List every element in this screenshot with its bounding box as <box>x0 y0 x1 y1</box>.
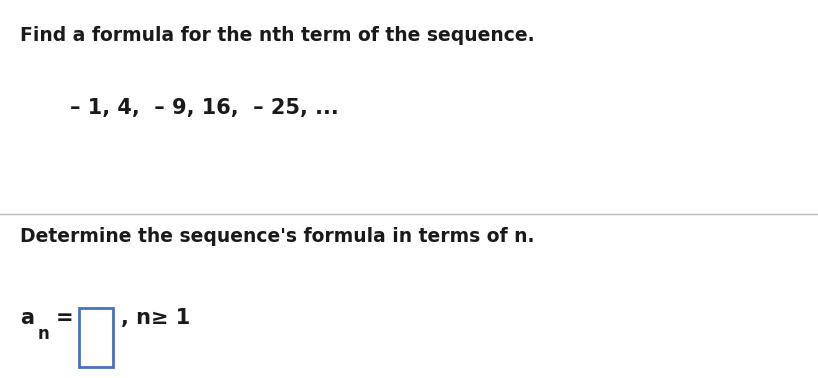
Bar <box>79 308 113 367</box>
Text: n: n <box>38 325 49 343</box>
Text: – 1, 4,  – 9, 16,  – 25, ...: – 1, 4, – 9, 16, – 25, ... <box>70 98 339 118</box>
Text: Determine the sequence's formula in terms of n.: Determine the sequence's formula in term… <box>20 227 535 246</box>
Text: a: a <box>20 308 34 328</box>
Text: =: = <box>56 308 74 328</box>
Text: , n≥ 1: , n≥ 1 <box>121 308 191 328</box>
Text: Find a formula for the nth term of the sequence.: Find a formula for the nth term of the s… <box>20 26 535 45</box>
